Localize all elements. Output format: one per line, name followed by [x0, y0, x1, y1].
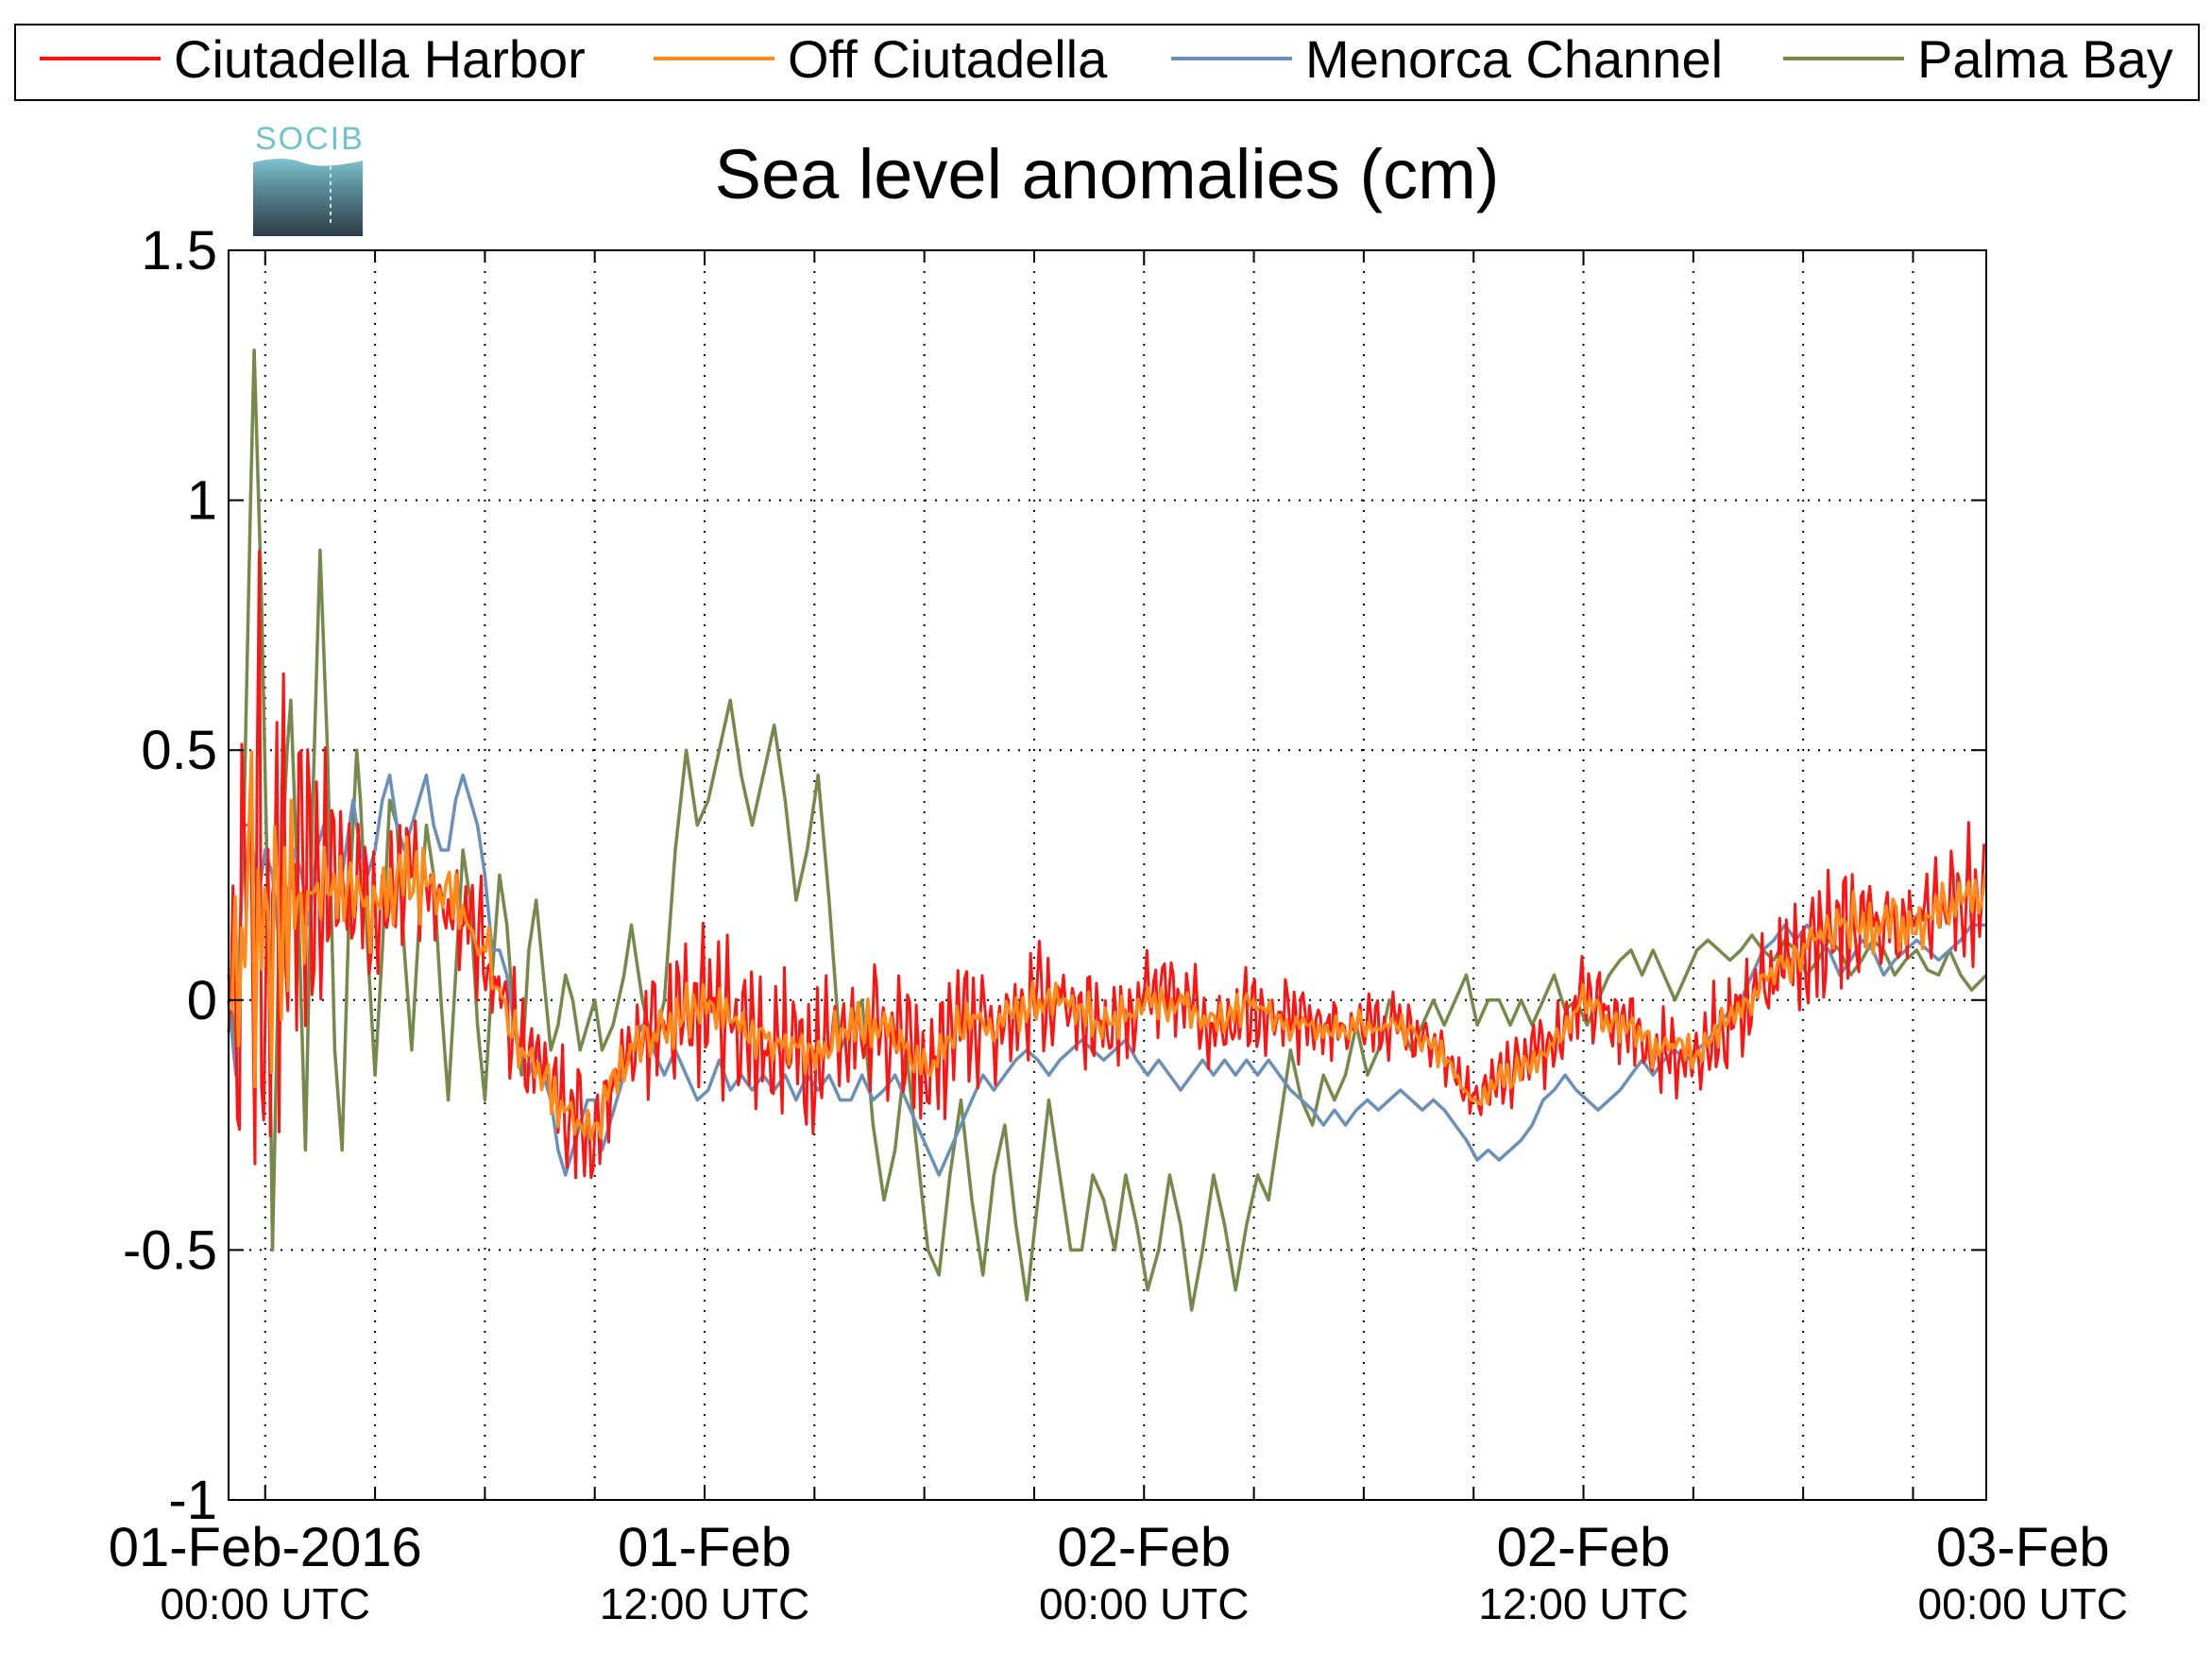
plot-area	[227, 249, 1988, 1501]
series-line-palma-bay	[227, 349, 1988, 1312]
chart-title: Sea level anomalies (cm)	[715, 135, 1500, 213]
x-tick-label: 01-Feb	[618, 1517, 791, 1578]
legend-label: Palma Bay	[1917, 29, 2173, 89]
x-tick-sublabel: 12:00 UTC	[600, 1579, 809, 1628]
y-tick-label: -0.5	[123, 1219, 217, 1281]
y-tick-label: 0	[187, 970, 217, 1031]
series-line-off-ciutadella	[227, 750, 1987, 1141]
logo-text: SOCIB	[255, 121, 365, 157]
x-tick-label: 03-Feb	[1936, 1517, 2110, 1578]
legend-label: Ciutadella Harbor	[174, 29, 586, 89]
x-tick-sublabel: 12:00 UTC	[1478, 1579, 1688, 1628]
legend-label: Off Ciutadella	[788, 29, 1108, 89]
x-tick-label: 01-Feb-2016	[109, 1517, 422, 1578]
x-tick-label: 02-Feb	[1057, 1517, 1231, 1578]
y-tick-label: 1.5	[141, 220, 217, 281]
plot-background	[229, 250, 1986, 1500]
ticks	[229, 249, 1986, 1501]
y-tick-label: -1	[168, 1470, 217, 1531]
legend-label: Menorca Channel	[1305, 29, 1723, 89]
socib-logo: SOCIB	[253, 121, 365, 236]
y-tick-label: 1	[187, 470, 217, 532]
series-layer	[227, 349, 1988, 1312]
series-line-menorca-channel	[227, 773, 1986, 1177]
x-tick-sublabel: 00:00 UTC	[161, 1579, 370, 1628]
legend-box	[14, 24, 2200, 101]
plot-frame	[228, 249, 1987, 1501]
y-tick-label: 0.5	[141, 720, 217, 781]
legend: Ciutadella Harbor Off Ciutadella Menorca C…	[14, 24, 2200, 101]
x-tick-label: 02-Feb	[1497, 1517, 1671, 1578]
x-tick-sublabel: 00:00 UTC	[1918, 1579, 2128, 1628]
y-axis: 1.5 1 0.5 0 -0.5 -1	[123, 220, 217, 1531]
x-tick-sublabel: 00:00 UTC	[1039, 1579, 1249, 1628]
